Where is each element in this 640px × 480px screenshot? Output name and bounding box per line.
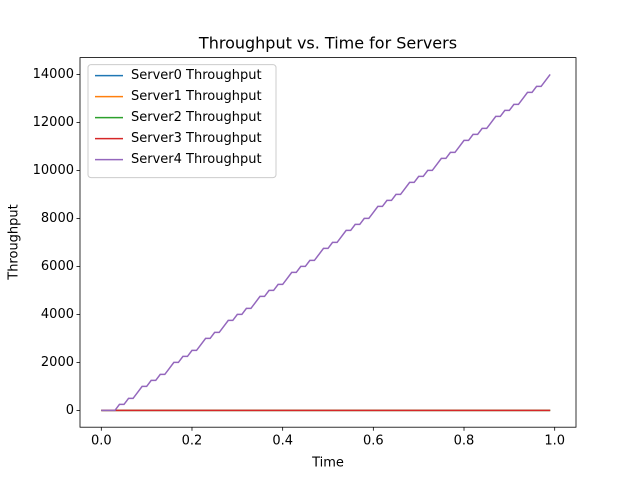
y-tick-label: 12000	[33, 115, 74, 130]
x-tick-label: 0.6	[363, 434, 384, 449]
y-tick-label: 2000	[41, 355, 74, 370]
x-axis-label: Time	[311, 456, 344, 471]
legend-label: Server1 Throughput	[131, 89, 262, 104]
y-tick-label: 0	[66, 403, 74, 418]
legend-label: Server4 Throughput	[131, 152, 262, 167]
legend-label: Server3 Throughput	[131, 131, 262, 146]
x-tick-label: 0.0	[91, 434, 112, 449]
chart-title: Throughput vs. Time for Servers	[198, 34, 457, 53]
x-tick-label: 1.0	[544, 434, 565, 449]
y-tick-label: 14000	[33, 67, 74, 82]
legend-label: Server0 Throughput	[131, 68, 262, 83]
x-tick-label: 0.2	[182, 434, 203, 449]
x-tick-label: 0.4	[272, 434, 293, 449]
y-axis-label: Throughput	[7, 204, 22, 281]
legend-label: Server2 Throughput	[131, 110, 262, 125]
y-tick-label: 6000	[41, 259, 74, 274]
y-tick-label: 8000	[41, 211, 74, 226]
legend-box	[87, 64, 277, 179]
plot-frame	[79, 57, 577, 428]
y-tick-label: 4000	[41, 307, 74, 322]
series-line	[101, 73, 551, 412]
y-tick-label: 10000	[33, 163, 74, 178]
x-tick-label: 0.8	[454, 434, 475, 449]
